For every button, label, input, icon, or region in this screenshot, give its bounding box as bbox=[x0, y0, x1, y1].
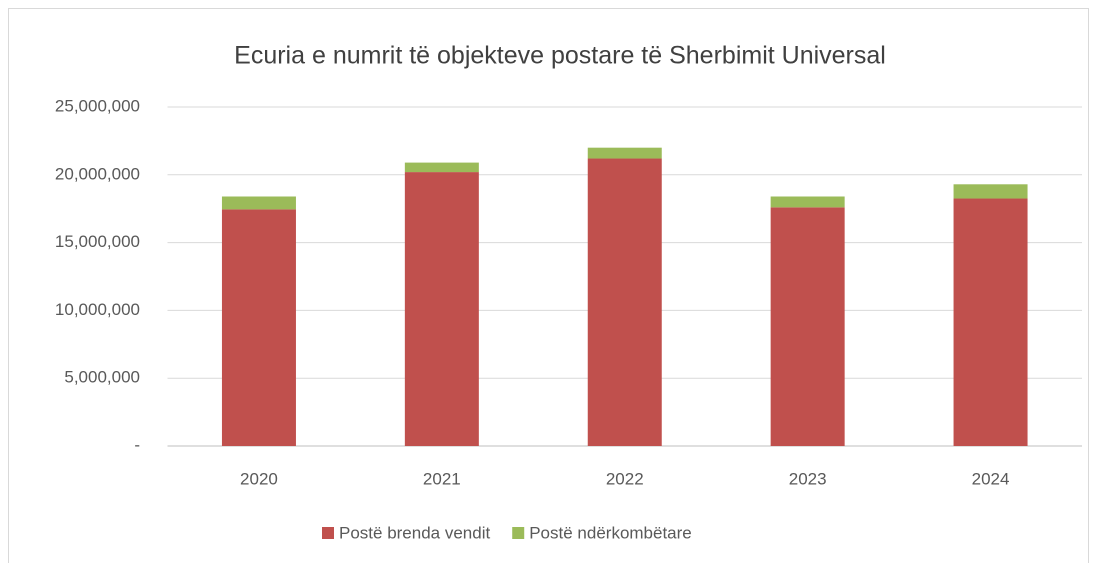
bar-segment bbox=[953, 198, 1028, 446]
y-tick-label: 5,000,000 bbox=[64, 368, 140, 387]
bar-segment bbox=[953, 184, 1028, 199]
x-tick-label: 2021 bbox=[423, 469, 461, 488]
y-tick-label: 15,000,000 bbox=[55, 232, 140, 251]
legend-swatch bbox=[322, 527, 334, 539]
bar-segment bbox=[221, 209, 296, 446]
legend-swatch bbox=[512, 527, 525, 539]
bar-segment bbox=[587, 158, 662, 446]
bar-segment bbox=[404, 162, 479, 173]
x-tick-label: 2020 bbox=[240, 469, 278, 488]
y-tick-label: 10,000,000 bbox=[55, 300, 140, 319]
x-tick-label: 2022 bbox=[606, 469, 644, 488]
y-tick-label: - bbox=[134, 435, 140, 454]
chart-title: Ecuria e numrit të objekteve postare të … bbox=[234, 42, 886, 70]
y-tick-label: 25,000,000 bbox=[55, 96, 140, 115]
chart-border bbox=[8, 8, 1089, 563]
x-tick-label: 2024 bbox=[972, 469, 1010, 488]
bar-segment bbox=[221, 196, 296, 210]
y-tick-label: 20,000,000 bbox=[55, 164, 140, 183]
legend-label: Postë brenda vendit bbox=[339, 523, 490, 542]
legend-label: Postë ndërkombëtare bbox=[529, 523, 692, 542]
x-tick-label: 2023 bbox=[789, 469, 827, 488]
bar-segment bbox=[770, 207, 845, 446]
bar-segment bbox=[587, 147, 662, 159]
bar-segment bbox=[404, 172, 479, 446]
bar-segment bbox=[770, 196, 845, 208]
